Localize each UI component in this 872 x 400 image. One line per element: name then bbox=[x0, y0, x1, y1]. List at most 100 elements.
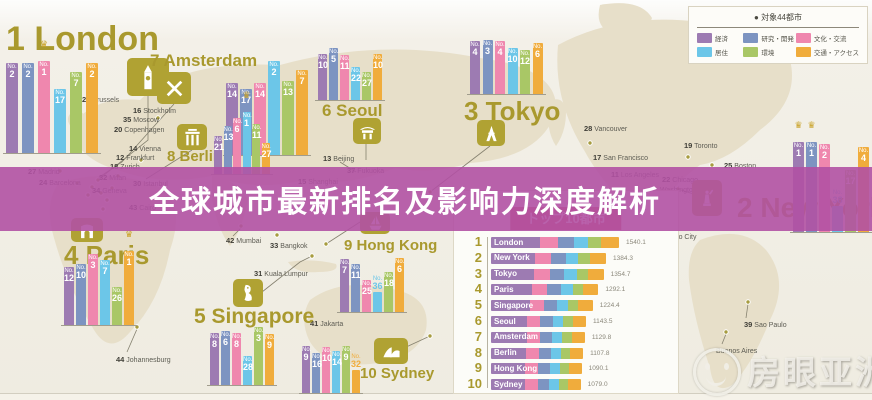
rank-bar-label: No. 11 bbox=[340, 55, 350, 71]
top10-score-bar bbox=[491, 316, 586, 327]
map-city-rank: 12 bbox=[116, 153, 125, 162]
legend-swatch bbox=[795, 33, 811, 43]
rank-bar-london: No. 17 bbox=[54, 89, 66, 153]
bar-segment bbox=[578, 300, 593, 312]
map-city-label: 28 Vancouver bbox=[584, 124, 628, 133]
rank-bar-sydney: No. 10 bbox=[322, 346, 333, 393]
rank-bar-label: No. 10 bbox=[318, 54, 329, 70]
map-city-rank: 33 bbox=[270, 241, 279, 250]
bar-segment bbox=[550, 347, 561, 359]
top10-row-hong-kong: 9 Hong Kong 1090.1 bbox=[460, 361, 674, 377]
rank-bar-amsterdam: No. 7 bbox=[296, 70, 308, 155]
top10-row-seoul: 6 Seoul 1143.5 bbox=[460, 314, 674, 330]
bottom-strip bbox=[0, 393, 872, 400]
bar-segment bbox=[560, 284, 573, 296]
bar-segment bbox=[491, 347, 526, 359]
rank-bar-label: No. 10 bbox=[373, 54, 384, 70]
bar-segment bbox=[557, 300, 569, 312]
bar-segment bbox=[552, 331, 563, 343]
top10-rows: 1 London 1540.1 2 New York 1384.3 3 Tokyo 1354.7… bbox=[460, 234, 674, 391]
bar-segment bbox=[549, 363, 560, 375]
rank-bar-label: No. 2 bbox=[7, 63, 17, 79]
crown-icon: ♛ bbox=[242, 90, 251, 100]
top10-score-value: 1540.1 bbox=[626, 239, 646, 246]
rank-bar-label: No. 5 bbox=[329, 49, 339, 65]
rank-bar-label: No. 9 bbox=[342, 346, 352, 362]
legend-card: ● 対象44都市 経済 研究・開発 文化・交流 居住 環境 交通・アクセス bbox=[688, 6, 868, 64]
rank-bar-label: No. 21 bbox=[214, 136, 225, 152]
bar-segment bbox=[491, 300, 530, 312]
top10-rank: 1 bbox=[474, 234, 482, 249]
rank-bar-singapore: No. 9 bbox=[265, 334, 274, 385]
rank-bar-paris: No. 7 bbox=[100, 259, 110, 325]
map-city-rank: 13 bbox=[323, 154, 332, 163]
rank-bar-label: No. 10 bbox=[322, 347, 333, 363]
bar-segment bbox=[576, 268, 588, 280]
bar-segment bbox=[525, 379, 538, 391]
city-chart-paris: No. 12 No. 10 No. 3 No. 7 No. 26 No. 1 ♛ bbox=[64, 230, 134, 325]
rank-bar-label: No.17 bbox=[240, 89, 251, 105]
city-chart-singapore: No. 8 No. 6 No. 8 No. 28 No. 3 No. 9 bbox=[210, 325, 274, 385]
bar-segment bbox=[572, 316, 586, 327]
rank-bar-label: No. 18 bbox=[384, 272, 395, 288]
rank-bar-tokyo: No. 12 bbox=[520, 49, 531, 94]
map-city-label: 12 Frankfurt bbox=[116, 153, 155, 162]
map-city-rank: 31 bbox=[254, 269, 263, 278]
legend-item-label: 環境 bbox=[761, 50, 775, 57]
bar-segment bbox=[574, 237, 589, 248]
legend-swatch bbox=[697, 47, 712, 57]
map-city-rank: 14 bbox=[129, 144, 138, 153]
bar-segment bbox=[546, 284, 561, 296]
top10-rank: 4 bbox=[474, 281, 482, 297]
crown-icon: ♛ bbox=[807, 120, 816, 130]
top10-score-value: 1129.8 bbox=[591, 333, 612, 341]
map-city-rank: 25 bbox=[724, 161, 733, 170]
rank-bar-seoul: No. 10 bbox=[373, 53, 384, 100]
rank-bar-label: No. 1 bbox=[124, 252, 134, 267]
legend-item: 研究・開発 bbox=[743, 33, 794, 43]
rank-bar-label: No. 1 bbox=[806, 143, 817, 158]
bar-segment bbox=[568, 300, 579, 312]
rank-bar-label: No. 8 bbox=[210, 334, 220, 350]
rank-bar-label: No. 12 bbox=[520, 50, 531, 66]
bar-segment bbox=[491, 284, 532, 296]
rank-bar-label: No. 3 bbox=[254, 328, 264, 344]
rank-bar-berlin: No. 27 bbox=[261, 143, 272, 174]
rank-bar-label: No. 14 bbox=[226, 84, 237, 99]
watermark-text: 房眼亚洲 bbox=[747, 353, 872, 391]
map-city-rank: 41 bbox=[310, 319, 319, 328]
bar-segment bbox=[538, 363, 550, 375]
rank-bar-amsterdam: No. 2 bbox=[268, 60, 280, 155]
map-city-rank: 20 bbox=[114, 125, 123, 134]
rank-bar-sydney: No. 32 bbox=[351, 354, 361, 393]
rank-bar-london: No. 7 bbox=[70, 71, 82, 153]
legend-item-label: 交通・アクセス bbox=[813, 50, 859, 57]
legend-item-label: 経済 bbox=[715, 36, 728, 43]
rank-bar-label: No. 25 bbox=[362, 280, 373, 296]
legend-item: 経済 bbox=[697, 33, 741, 43]
rank-bar-label: No. 14 bbox=[332, 352, 343, 367]
rank-bar-berlin: No. 11 bbox=[252, 123, 262, 174]
rank-bar-label: No. 7 bbox=[71, 72, 81, 88]
city-chart-sydney: No. 9 No. 16 No. 10 No. 14 No. 9 No. 32 bbox=[302, 337, 361, 393]
rank-bar-seoul: No. 22 bbox=[351, 66, 361, 100]
bar-segment bbox=[601, 237, 619, 248]
rank-bar-london: No. 2 bbox=[86, 62, 98, 153]
bar-segment bbox=[570, 347, 583, 359]
map-city-label: Buenos Aires bbox=[716, 348, 758, 355]
city-chart-tokyo: No. 4 No. 3 No. 4 No. 10 No. 12 No. 6 bbox=[470, 38, 543, 94]
city-title-london: 1 London bbox=[6, 20, 159, 58]
rank-bar-tokyo: No. 4 bbox=[470, 41, 480, 94]
map-city-label: 13 Beijing bbox=[323, 154, 355, 163]
bar-segment bbox=[549, 268, 565, 280]
chart-baseline bbox=[337, 312, 407, 313]
crown-icon: ♛ bbox=[124, 229, 134, 239]
top10-city-name: Hong Kong bbox=[494, 363, 538, 373]
merlion-icon bbox=[233, 279, 263, 307]
rank-bar-hong-kong: No. 11 bbox=[351, 263, 361, 312]
city-chart-hong-kong: No. 7 No. 11 No. 25 No. 36 No. 18 No. 6 bbox=[340, 252, 404, 312]
crown-icon: ♛ bbox=[794, 120, 803, 130]
bar-segment bbox=[565, 252, 579, 264]
rank-bar-sydney: No. 9 bbox=[342, 345, 352, 393]
rank-bar-london: No. 2 bbox=[6, 62, 18, 153]
